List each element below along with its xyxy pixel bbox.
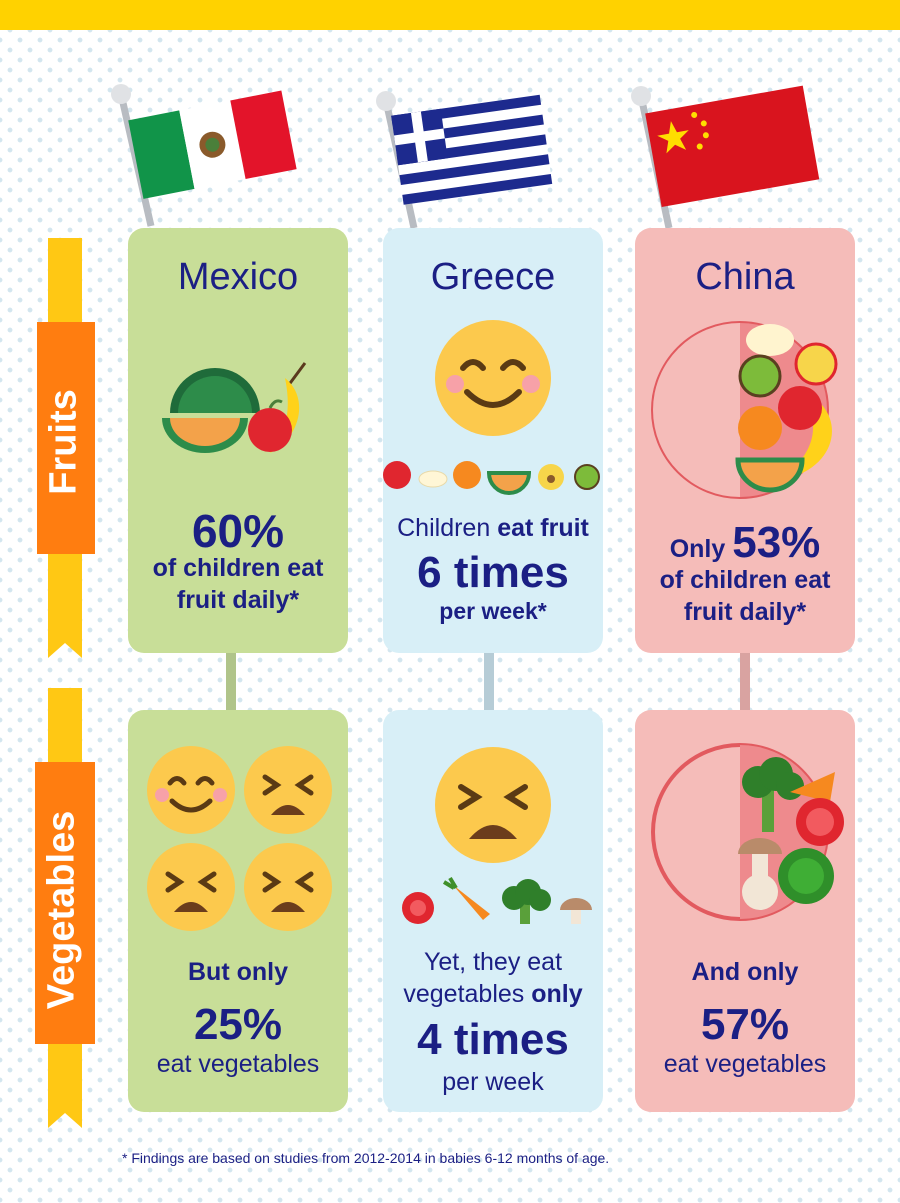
greece-fruit-times: 6 times <box>417 548 569 597</box>
china-fruit-only: Only <box>669 535 733 563</box>
mushroom-icon <box>560 898 592 924</box>
greece-veg-line2a: vegetables <box>403 980 532 1008</box>
upset-face-icon <box>244 746 332 834</box>
apple-icon <box>248 408 292 452</box>
mexico-veg-line3: eat vegetables <box>156 1050 320 1078</box>
upset-face-icon <box>147 843 235 931</box>
vegetables-ribbon <box>35 688 95 1128</box>
country-name: China <box>695 256 795 298</box>
upset-face-icon <box>435 747 551 863</box>
orange-icon <box>453 461 481 489</box>
mexico-flag-icon <box>111 84 297 227</box>
greece-fruit-line1b: eat fruit <box>497 514 589 542</box>
orange-icon <box>738 406 782 450</box>
fruit-row-icons <box>383 461 600 495</box>
mexico-fruit-percent: 60% <box>191 505 285 557</box>
china-fruit-card: China Only 53% of children eat fruit dai… <box>635 228 855 653</box>
mexico-fruit-line2: of children eat <box>152 554 324 582</box>
mexico-fruit-card: Mexico 60% of children eat fruit daily* <box>128 228 348 653</box>
broccoli-icon <box>742 757 804 832</box>
greece-fruit-line1: Children eat fruit <box>383 514 603 543</box>
greece-fruit-line3: per week* <box>439 598 547 624</box>
watermelon-icon <box>162 362 307 453</box>
melon-icon <box>735 457 805 493</box>
country-name: Mexico <box>177 256 299 298</box>
carrot-icon <box>790 772 835 802</box>
country-name: Greece <box>430 256 556 298</box>
greece-veg-times: 4 times <box>417 1015 569 1064</box>
mexico-vegetables-card: But only 25% eat vegetables <box>128 710 348 1112</box>
china-fruit-line2: of children eat <box>659 566 831 594</box>
mexico-veg-line1: But only <box>188 958 288 986</box>
mexico-fruit-line3: fruit daily* <box>176 586 300 614</box>
plate-icon <box>651 321 838 499</box>
mexico-veg-percent: 25% <box>193 1000 283 1049</box>
carrot-icon <box>453 885 490 920</box>
greece-veg-only: only <box>531 980 583 1008</box>
vegetable-row-icons <box>402 876 592 924</box>
upset-face-icon <box>244 843 332 931</box>
greece-vegetables-card: Yet, they eat vegetables only 4 times pe… <box>383 710 603 1112</box>
apple-icon <box>778 386 822 430</box>
china-veg-percent: 57% <box>700 1000 790 1049</box>
china-vegetables-card: And only 57% eat vegetables <box>635 710 855 1112</box>
china-fruit-line1: Only 53% <box>635 518 855 568</box>
greece-fruit-line1a: Children <box>397 514 498 542</box>
footnote: * Findings are based on studies from 201… <box>122 1150 610 1166</box>
top-bar <box>0 0 900 30</box>
china-veg-line1: And only <box>691 958 799 986</box>
greece-flag-icon <box>376 91 553 229</box>
greece-fruit-card: Greece Children eat fruit 6 times per we… <box>383 228 603 653</box>
greece-veg-line1: Yet, they eat <box>423 948 563 976</box>
vegetables-label: Vegetables <box>40 810 83 1010</box>
china-fruit-percent: 53% <box>732 518 821 567</box>
greece-veg-line4: per week <box>442 1068 544 1096</box>
mexico-connector <box>226 650 236 710</box>
china-connector <box>740 650 750 710</box>
happy-face-icon <box>435 320 551 436</box>
kiwi-icon <box>738 354 782 398</box>
broccoli-icon <box>502 879 551 924</box>
melon-icon <box>486 471 532 495</box>
greece-veg-line2: vegetables only <box>383 980 603 1009</box>
china-fruit-line3: fruit daily* <box>683 598 807 626</box>
fruits-ribbon <box>37 238 95 658</box>
mushroom-icon <box>738 838 782 880</box>
china-veg-line3: eat vegetables <box>663 1050 827 1078</box>
faces-grid <box>147 746 332 931</box>
greece-connector <box>484 650 494 710</box>
fruits-label: Fruits <box>42 389 85 495</box>
apple-icon <box>383 461 411 489</box>
happy-face-icon <box>147 746 235 834</box>
china-flag-icon <box>631 85 820 229</box>
plate-icon <box>651 743 844 921</box>
kiwi-icon <box>574 464 600 490</box>
banana-icon <box>270 378 300 453</box>
